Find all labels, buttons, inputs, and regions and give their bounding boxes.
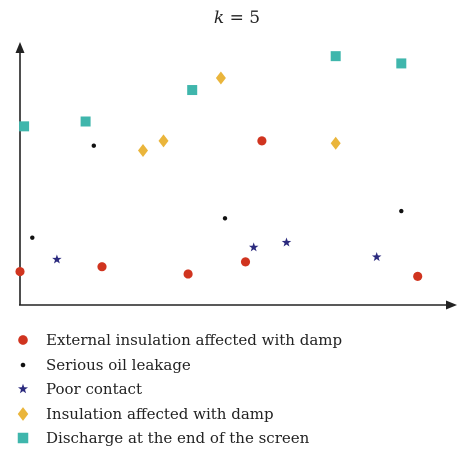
contact-point xyxy=(281,237,292,247)
chart-title: k = 5 xyxy=(0,8,474,28)
legend-circle-icon xyxy=(18,335,28,346)
oil-point xyxy=(399,208,404,214)
legend-label: Discharge at the end of the screen xyxy=(46,429,310,448)
contact-point xyxy=(371,252,382,262)
axes xyxy=(15,42,457,310)
legend-marker xyxy=(18,335,28,346)
scatter-plot xyxy=(15,42,457,310)
discharge-point xyxy=(396,58,407,69)
legend-marker xyxy=(17,433,29,444)
external-point xyxy=(183,269,193,279)
insulation-point xyxy=(138,144,148,158)
contact-point xyxy=(52,254,62,264)
discharge-point xyxy=(330,51,341,62)
external-point xyxy=(15,266,25,277)
discharge-point xyxy=(19,121,30,132)
legend-label: Poor contact xyxy=(46,380,142,399)
legend-marker xyxy=(20,362,26,368)
legend: External insulation affected with damp Se… xyxy=(14,328,464,451)
oil-point xyxy=(222,216,228,221)
external-point xyxy=(413,271,423,281)
legend-item-oil: Serious oil leakage xyxy=(14,353,464,378)
legend-label: Serious oil leakage xyxy=(46,355,191,374)
title-value: = 5 xyxy=(224,8,261,28)
oil-point xyxy=(91,143,97,148)
insulation-point xyxy=(215,71,226,85)
legend-marker xyxy=(18,384,28,394)
oil-point xyxy=(30,235,35,240)
legend-square-icon xyxy=(17,433,29,444)
insulation-point xyxy=(158,134,169,148)
external-point xyxy=(97,262,107,272)
legend-label: Insulation affected with damp xyxy=(46,404,274,423)
title-variable: k xyxy=(213,8,225,28)
legend-item-contact: Poor contact xyxy=(14,377,464,402)
y-axis-arrow xyxy=(15,42,25,53)
external-point xyxy=(257,136,267,146)
x-axis-arrow xyxy=(446,300,457,310)
legend-item-external: External insulation affected with damp xyxy=(14,328,464,353)
legend-marker xyxy=(17,406,29,421)
legend-item-discharge: Discharge at the end of the screen xyxy=(14,426,464,451)
discharge-point xyxy=(187,85,198,96)
discharge-point xyxy=(80,116,91,127)
data-marks xyxy=(15,51,423,281)
legend-star-icon xyxy=(18,384,28,394)
legend-item-insulation: Insulation affected with damp xyxy=(14,402,464,427)
legend-small-dot-icon xyxy=(20,362,26,368)
legend-label: External insulation affected with damp xyxy=(46,331,343,350)
external-point xyxy=(240,257,251,267)
legend-diamond-icon xyxy=(17,406,29,421)
contact-point xyxy=(248,242,259,252)
insulation-point xyxy=(330,136,341,150)
